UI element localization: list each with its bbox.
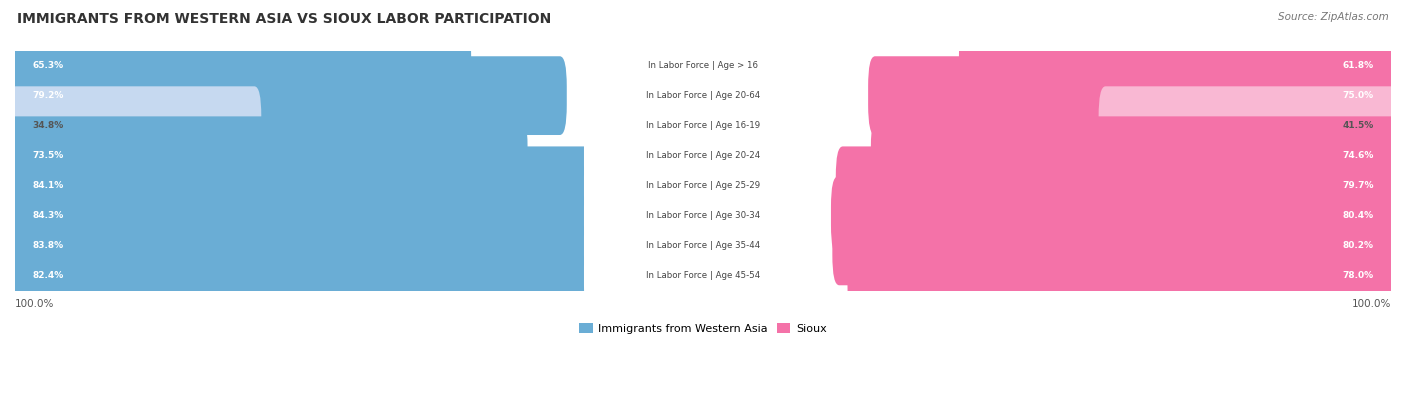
Text: In Labor Force | Age 35-44: In Labor Force | Age 35-44 bbox=[645, 241, 761, 250]
FancyBboxPatch shape bbox=[8, 70, 1398, 181]
FancyBboxPatch shape bbox=[848, 237, 1398, 315]
FancyBboxPatch shape bbox=[583, 213, 823, 279]
Text: 75.0%: 75.0% bbox=[1343, 91, 1374, 100]
Text: In Labor Force | Age 45-54: In Labor Force | Age 45-54 bbox=[645, 271, 761, 280]
FancyBboxPatch shape bbox=[15, 53, 1391, 78]
FancyBboxPatch shape bbox=[8, 220, 1398, 331]
FancyBboxPatch shape bbox=[831, 177, 1398, 255]
Text: 74.6%: 74.6% bbox=[1343, 151, 1374, 160]
FancyBboxPatch shape bbox=[583, 122, 823, 189]
FancyBboxPatch shape bbox=[15, 83, 1391, 108]
Text: IMMIGRANTS FROM WESTERN ASIA VS SIOUX LABOR PARTICIPATION: IMMIGRANTS FROM WESTERN ASIA VS SIOUX LA… bbox=[17, 12, 551, 26]
Text: 100.0%: 100.0% bbox=[1351, 299, 1391, 308]
FancyBboxPatch shape bbox=[8, 40, 1398, 151]
FancyBboxPatch shape bbox=[15, 203, 1391, 228]
FancyBboxPatch shape bbox=[15, 263, 1391, 288]
Text: 41.5%: 41.5% bbox=[1343, 121, 1374, 130]
FancyBboxPatch shape bbox=[15, 113, 1391, 138]
FancyBboxPatch shape bbox=[8, 26, 471, 105]
FancyBboxPatch shape bbox=[1098, 87, 1398, 165]
FancyBboxPatch shape bbox=[15, 173, 1391, 198]
FancyBboxPatch shape bbox=[583, 182, 823, 249]
FancyBboxPatch shape bbox=[835, 147, 1398, 225]
Text: 78.0%: 78.0% bbox=[1343, 271, 1374, 280]
Text: 100.0%: 100.0% bbox=[15, 299, 55, 308]
FancyBboxPatch shape bbox=[8, 10, 1398, 121]
FancyBboxPatch shape bbox=[8, 100, 1398, 211]
Text: 80.2%: 80.2% bbox=[1343, 241, 1374, 250]
Text: 65.3%: 65.3% bbox=[32, 61, 63, 70]
FancyBboxPatch shape bbox=[868, 56, 1398, 135]
Text: 84.1%: 84.1% bbox=[32, 181, 63, 190]
Text: 73.5%: 73.5% bbox=[32, 151, 63, 160]
Text: In Labor Force | Age 25-29: In Labor Force | Age 25-29 bbox=[645, 181, 761, 190]
FancyBboxPatch shape bbox=[8, 237, 589, 315]
FancyBboxPatch shape bbox=[15, 233, 1391, 258]
FancyBboxPatch shape bbox=[8, 147, 600, 225]
Text: 83.8%: 83.8% bbox=[32, 241, 63, 250]
FancyBboxPatch shape bbox=[583, 92, 823, 159]
Text: 79.7%: 79.7% bbox=[1343, 181, 1374, 190]
Legend: Immigrants from Western Asia, Sioux: Immigrants from Western Asia, Sioux bbox=[575, 319, 831, 339]
Text: In Labor Force | Age > 16: In Labor Force | Age > 16 bbox=[648, 61, 758, 70]
FancyBboxPatch shape bbox=[583, 62, 823, 129]
FancyBboxPatch shape bbox=[8, 160, 1398, 271]
FancyBboxPatch shape bbox=[583, 32, 823, 99]
Text: In Labor Force | Age 20-64: In Labor Force | Age 20-64 bbox=[645, 91, 761, 100]
Text: 79.2%: 79.2% bbox=[32, 91, 63, 100]
FancyBboxPatch shape bbox=[8, 87, 262, 165]
FancyBboxPatch shape bbox=[8, 177, 602, 255]
FancyBboxPatch shape bbox=[832, 207, 1398, 285]
FancyBboxPatch shape bbox=[8, 130, 1398, 241]
FancyBboxPatch shape bbox=[583, 243, 823, 309]
Text: 82.4%: 82.4% bbox=[32, 271, 63, 280]
FancyBboxPatch shape bbox=[583, 152, 823, 219]
FancyBboxPatch shape bbox=[870, 117, 1398, 195]
Text: 34.8%: 34.8% bbox=[32, 121, 63, 130]
Text: In Labor Force | Age 16-19: In Labor Force | Age 16-19 bbox=[645, 121, 761, 130]
FancyBboxPatch shape bbox=[8, 207, 599, 285]
Text: 80.4%: 80.4% bbox=[1343, 211, 1374, 220]
FancyBboxPatch shape bbox=[959, 26, 1398, 105]
FancyBboxPatch shape bbox=[15, 143, 1391, 168]
Text: In Labor Force | Age 30-34: In Labor Force | Age 30-34 bbox=[645, 211, 761, 220]
FancyBboxPatch shape bbox=[8, 56, 567, 135]
Text: Source: ZipAtlas.com: Source: ZipAtlas.com bbox=[1278, 12, 1389, 22]
FancyBboxPatch shape bbox=[8, 190, 1398, 301]
Text: In Labor Force | Age 20-24: In Labor Force | Age 20-24 bbox=[645, 151, 761, 160]
Text: 84.3%: 84.3% bbox=[32, 211, 63, 220]
Text: 61.8%: 61.8% bbox=[1343, 61, 1374, 70]
FancyBboxPatch shape bbox=[8, 117, 527, 195]
